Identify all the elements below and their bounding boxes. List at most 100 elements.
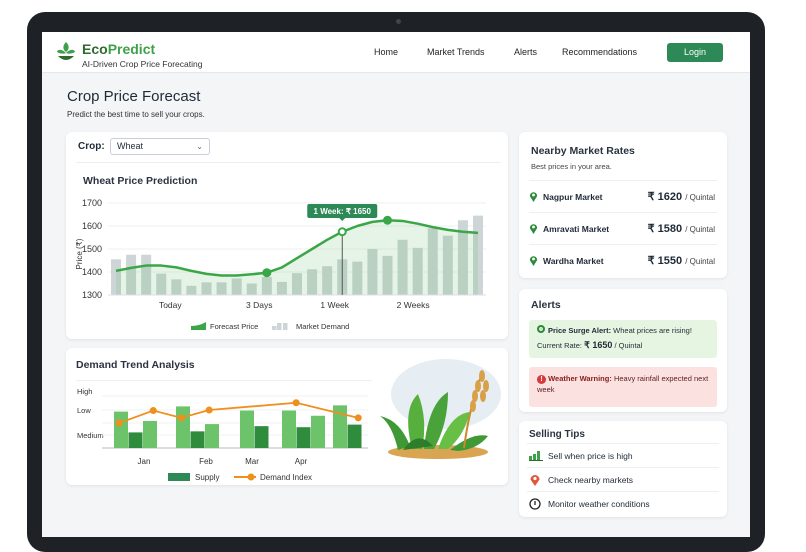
demand-point xyxy=(292,399,300,407)
demand-bar xyxy=(231,278,242,295)
nav-home[interactable]: Home xyxy=(374,47,399,57)
map-pin-icon xyxy=(530,474,540,486)
crop-label: Crop: xyxy=(78,141,105,152)
x-tick-label: Feb xyxy=(199,457,213,466)
y-tick-label: 1700 xyxy=(82,198,102,208)
x-tick-label: 2 Weeks xyxy=(397,300,430,310)
brand-suffix: Predict xyxy=(107,41,156,57)
tooltip-text: 1 Week: ₹ 1650 xyxy=(314,207,372,216)
x-tick-label: Today xyxy=(159,300,182,310)
weather-title: Weather Warning: xyxy=(548,374,612,383)
brand-name[interactable]: EcoPredict xyxy=(82,41,155,57)
supply-bar xyxy=(254,426,269,448)
demand-bar xyxy=(261,277,272,295)
crop-select-value: Wheat xyxy=(117,141,144,151)
market-rates-subtitle: Best prices in your area. xyxy=(531,162,612,171)
demand-bar xyxy=(201,282,212,295)
legend-label: Market Demand xyxy=(296,322,349,331)
weather-warning-alert[interactable]: ! Weather Warning: Heavy rainfall expect… xyxy=(529,367,717,407)
supply-bar xyxy=(333,405,347,448)
y-tick-label: 1500 xyxy=(82,244,102,254)
market-row[interactable]: Wardha Market ₹ 1550 / Quintal xyxy=(529,244,717,276)
supply-bar xyxy=(347,424,362,448)
map-pin-icon xyxy=(529,224,538,234)
demand-bar xyxy=(473,215,483,295)
demand-bar xyxy=(382,255,393,295)
tip-item: Check nearby markets xyxy=(527,467,719,491)
legend-demand-swatch xyxy=(283,323,288,330)
market-row[interactable]: Amravati Market ₹ 1580 / Quintal xyxy=(529,212,717,244)
supply-bar xyxy=(190,431,205,448)
demand-bar xyxy=(292,273,302,295)
price-chart: 1300 1400 1500 1600 1700 Price (₹) 1 Week: ₹ 1… xyxy=(75,198,486,331)
chart-title: Demand Trend Analysis xyxy=(76,359,195,371)
forecast-point xyxy=(383,215,392,225)
tooltip-arrow xyxy=(339,218,346,221)
price-forecast-card: Crop: Wheat ⌄ Wheat Price Prediction 1300… xyxy=(66,132,508,339)
login-button[interactable]: Login xyxy=(667,43,723,62)
bar-chart-icon xyxy=(529,451,543,461)
demand-bar xyxy=(276,281,287,295)
tip-text: Monitor weather conditions xyxy=(548,499,650,509)
demand-point xyxy=(354,414,362,422)
crop-select[interactable]: Wheat ⌄ xyxy=(110,138,210,155)
demand-bar xyxy=(397,239,408,295)
y-tick-label: 1400 xyxy=(82,267,102,277)
nav-alerts[interactable]: Alerts xyxy=(514,47,538,57)
market-rates-card: Nearby Market Rates Best prices in your … xyxy=(519,132,727,278)
y-tick-label: Medium xyxy=(77,431,104,440)
alerts-title: Alerts xyxy=(531,299,561,311)
x-tick-label: Apr xyxy=(295,457,308,466)
legend-label: Supply xyxy=(195,473,219,482)
y-tick-label: Low xyxy=(77,406,91,415)
price-surge-alert[interactable]: Price Surge Alert: Wheat prices are risi… xyxy=(529,320,717,358)
demand-bar xyxy=(322,266,333,295)
tip-text: Sell when price is high xyxy=(548,451,633,461)
demand-bar xyxy=(246,283,257,295)
market-name: Nagpur Market xyxy=(543,192,603,202)
market-price: ₹ 1580 xyxy=(647,223,683,235)
legend-forecast-swatch xyxy=(191,322,206,330)
demand-point xyxy=(177,414,185,422)
camera xyxy=(396,19,401,24)
demand-point xyxy=(149,407,157,415)
market-price: ₹ 1620 xyxy=(647,191,683,203)
demand-bar xyxy=(457,220,468,295)
demand-chart: High Low Medium Jan Feb Mar Apr Supply Demand In… xyxy=(77,387,368,482)
x-tick-label: 3 Days xyxy=(246,300,272,310)
nav-recommendations[interactable]: Recommendations xyxy=(562,47,638,57)
selling-tips-card: Selling Tips Sell when price is high Che… xyxy=(519,421,727,517)
supply-bar xyxy=(282,410,296,448)
market-row[interactable]: Nagpur Market ₹ 1620 / Quintal xyxy=(529,180,717,212)
top-nav: EcoPredict AI-Driven Crop Price Forecati… xyxy=(42,32,750,73)
forecast-point xyxy=(262,268,272,278)
demand-point xyxy=(115,419,123,427)
tip-item: Monitor weather conditions xyxy=(527,491,719,515)
y-axis-label: Price (₹) xyxy=(75,238,84,269)
demand-bar xyxy=(307,269,318,295)
forecast-area xyxy=(116,220,478,295)
forecast-line xyxy=(115,219,479,277)
supply-bar xyxy=(114,411,128,448)
page-title: Crop Price Forecast xyxy=(67,88,201,105)
supply-bar xyxy=(128,432,143,448)
chart-title: Wheat Price Prediction xyxy=(83,175,198,187)
legend-supply-swatch xyxy=(168,473,190,481)
market-name: Wardha Market xyxy=(543,256,604,266)
forecast-point xyxy=(337,227,347,237)
check-circle-icon xyxy=(537,325,545,333)
x-tick-label: Jan xyxy=(138,457,151,466)
page-subtitle: Predict the best time to sell your crops… xyxy=(67,110,205,119)
surge-text: Wheat prices are rising! xyxy=(611,326,692,335)
tips-title: Selling Tips xyxy=(529,429,585,440)
market-unit: / Quintal xyxy=(685,193,715,202)
legend-demand-swatch xyxy=(277,323,282,330)
crop-illustration xyxy=(380,359,501,459)
supply-bar xyxy=(311,415,325,448)
nav-market-trends[interactable]: Market Trends xyxy=(427,47,485,57)
demand-bar xyxy=(367,249,378,295)
legend-demand-swatch xyxy=(272,326,277,330)
surge-title: Price Surge Alert: xyxy=(548,326,612,335)
exclamation-icon: ! xyxy=(537,375,546,384)
rate-unit: / Quintal xyxy=(612,341,643,350)
